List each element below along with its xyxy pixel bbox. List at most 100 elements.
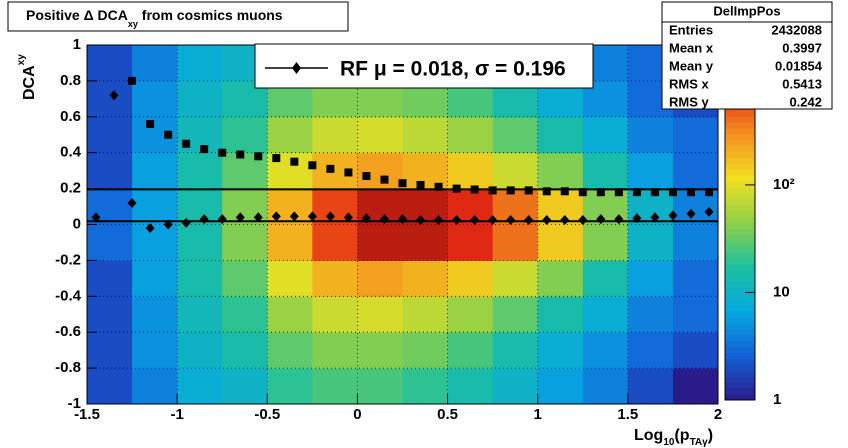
sigma-marker <box>704 188 713 197</box>
stats-title: DelImpPos <box>713 3 780 18</box>
y-tick-label: 1 <box>73 36 81 53</box>
heatmap-cell <box>87 296 133 333</box>
colorbar-segment <box>725 275 755 283</box>
z-tick-label: 10² <box>773 176 795 193</box>
heatmap-cell <box>357 116 403 154</box>
heatmap-cell <box>447 296 494 333</box>
colorbar-segment <box>725 204 755 212</box>
sigma-marker <box>218 148 227 157</box>
heatmap-cell <box>672 224 719 261</box>
heatmap-cell <box>537 224 584 261</box>
mean-marker <box>307 211 317 222</box>
mean-marker <box>91 212 101 223</box>
heatmap-cell <box>177 188 223 225</box>
heatmap-cell <box>87 224 133 261</box>
heatmap-cell <box>447 260 494 297</box>
heatmap-cell <box>177 224 223 261</box>
y-tick-label: -0.2 <box>55 251 81 268</box>
mean-marker <box>470 215 480 226</box>
heatmap-cell <box>357 224 403 261</box>
title-part: Positive Δ DCA <box>26 7 128 23</box>
legend-text: RF μ = 0.018, σ = 0.196 <box>340 58 566 81</box>
stats-value: 2432088 <box>771 22 822 37</box>
heatmap-cell <box>672 260 719 297</box>
mean-marker <box>560 215 570 226</box>
colorbar-segment <box>725 133 755 141</box>
heatmap-cell <box>492 260 539 297</box>
chart-title: Positive Δ DCAxy from cosmics muons <box>26 7 283 30</box>
y-tick-label: -1 <box>68 395 81 412</box>
heatmap-cell <box>627 368 674 405</box>
y-tick-label: 0 <box>73 215 81 232</box>
mean-marker <box>596 214 606 225</box>
heatmap-cell <box>402 224 449 261</box>
heatmap-cell <box>582 224 629 261</box>
heatmap-cell <box>222 116 268 154</box>
heatmap-cell <box>492 332 539 369</box>
stats-label: RMS y <box>669 94 710 109</box>
stats-value: 0.5413 <box>782 76 822 91</box>
heatmap-cell <box>447 116 494 154</box>
sigma-marker <box>254 152 263 161</box>
heatmap-cell <box>132 152 178 190</box>
colorbar-segment <box>725 198 755 206</box>
mean-marker <box>506 215 516 226</box>
x-tick-label: 1 <box>534 406 542 423</box>
sigma-marker <box>290 157 299 166</box>
mean-marker <box>686 208 696 219</box>
heatmap-cell <box>312 188 358 225</box>
x-tick-label: -0.5 <box>254 406 280 423</box>
colorbar-segment <box>725 216 755 223</box>
heatmap-cell <box>492 296 539 333</box>
stats-value: 0.242 <box>789 94 822 109</box>
heatmap-cell <box>132 45 178 82</box>
colorbar-segment <box>725 110 755 117</box>
heatmap-cell <box>267 368 313 405</box>
stats-value: 0.01854 <box>775 58 823 73</box>
colorbar-segment <box>725 281 755 289</box>
heatmap-cell <box>132 296 178 333</box>
heatmap-cell <box>582 332 629 369</box>
heatmap-cell <box>312 296 358 333</box>
heatmap-cell <box>627 332 674 369</box>
heatmap-cell <box>177 296 223 333</box>
mean-marker <box>343 212 353 223</box>
title-box <box>7 1 349 32</box>
heatmap-cell <box>132 368 178 405</box>
x-title-part: (p <box>674 427 689 444</box>
heatmap-cell <box>402 332 449 369</box>
heatmap-cell <box>627 224 674 261</box>
y-tick-label: 0.4 <box>60 144 82 161</box>
x-title-part: ) <box>708 427 713 444</box>
heatmap-cell <box>357 368 403 405</box>
heatmap-cell <box>447 224 494 261</box>
colorbar-segment <box>725 121 755 129</box>
heatmap-cell <box>627 152 674 190</box>
overlay <box>86 44 719 405</box>
heatmap-cell <box>267 116 313 154</box>
x-title-sub: TAγ <box>690 437 709 448</box>
sigma-marker <box>380 175 389 184</box>
title-part: from cosmics muons <box>138 7 283 23</box>
z-tick-label: 1 <box>773 391 781 408</box>
heatmap-cell <box>537 260 584 297</box>
heatmap-cell <box>222 296 268 333</box>
heatmap-cell <box>222 368 268 405</box>
heatmap-cell <box>357 260 403 297</box>
sigma-marker <box>452 184 461 193</box>
colorbar-segment <box>725 376 755 383</box>
mean-marker <box>289 211 299 222</box>
colorbar-segment <box>725 323 755 330</box>
y-tick-label: 0.2 <box>60 180 81 197</box>
heatmap-cell <box>132 260 178 297</box>
heatmap-cell <box>627 116 674 154</box>
sigma-marker <box>362 172 371 181</box>
mean-marker <box>524 215 534 226</box>
heatmap-cell <box>627 260 674 297</box>
heatmap-cell <box>312 116 358 154</box>
mean-marker <box>127 197 137 208</box>
heatmap-cell <box>537 296 584 333</box>
colorbar-segment <box>725 163 755 170</box>
heatmap-cell <box>312 368 358 405</box>
heatmap-cell <box>447 152 494 190</box>
